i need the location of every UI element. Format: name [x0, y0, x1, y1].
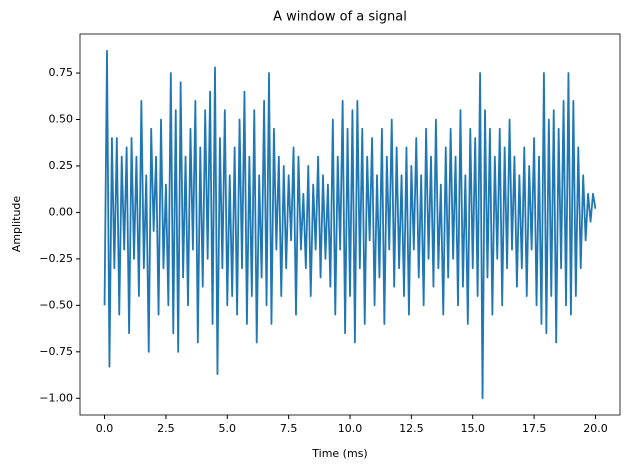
y-tick-label: 0.50 [49, 112, 74, 125]
signal-line [103, 49, 597, 400]
y-axis-label: Amplitude [10, 196, 23, 253]
chart-title: A window of a signal [273, 10, 407, 25]
y-tick-label: 0.00 [49, 205, 74, 218]
y-tick-label: −0.25 [39, 252, 73, 265]
y-tick-label: −0.50 [39, 298, 73, 311]
x-axis-label: Time (ms) [311, 447, 367, 460]
x-tick-label: 2.5 [157, 422, 175, 435]
axes-frame [79, 33, 621, 416]
x-tick-label: 15.0 [460, 422, 485, 435]
y-tick-label: 0.75 [49, 66, 74, 79]
x-tick-label: 20.0 [583, 422, 608, 435]
x-tick-label: 5.0 [219, 422, 237, 435]
y-tick-label: −1.00 [39, 391, 73, 404]
x-tick-label: 0.0 [96, 422, 114, 435]
x-tick-label: 17.5 [522, 422, 547, 435]
x-tick-label: 10.0 [338, 422, 363, 435]
y-tick-label: −0.75 [39, 345, 73, 358]
y-tick-label: 0.25 [49, 159, 74, 172]
x-tick-label: 7.5 [280, 422, 298, 435]
x-tick-label: 12.5 [399, 422, 424, 435]
